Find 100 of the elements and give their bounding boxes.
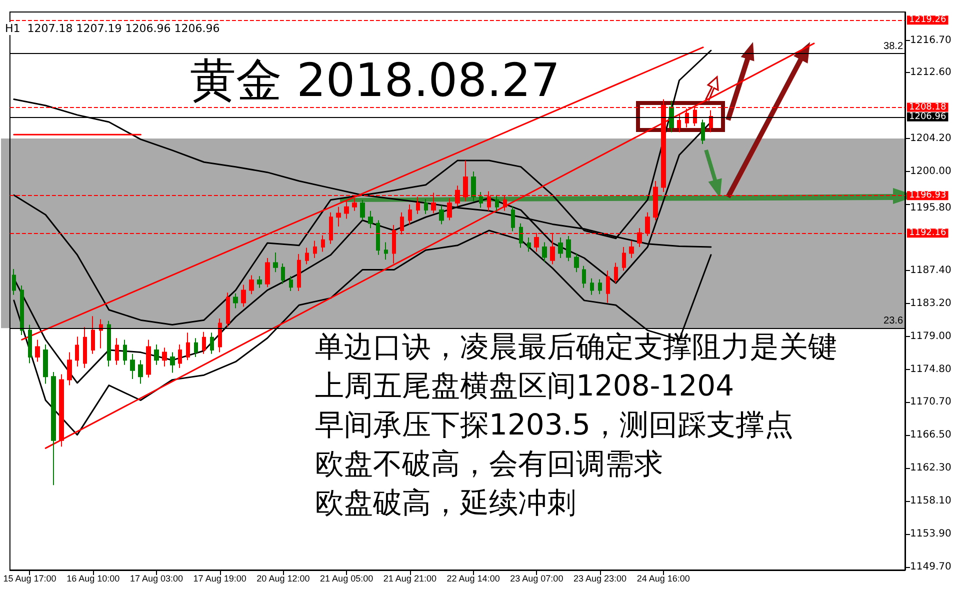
candlestick bbox=[35, 339, 40, 362]
candlestick bbox=[202, 331, 206, 354]
candlestick bbox=[265, 257, 270, 288]
candlestick bbox=[146, 339, 151, 378]
candlestick bbox=[471, 171, 476, 202]
annotation: H1 1207.18 1207.19 1206.96 1206.96 bbox=[5, 22, 220, 35]
x-tick-label: 21 Aug 05:00 bbox=[320, 574, 374, 584]
x-tick-label: 20 Aug 12:00 bbox=[256, 574, 310, 584]
ref-line-label: 1219.26 bbox=[909, 15, 946, 26]
candlestick bbox=[447, 198, 452, 221]
candlestick bbox=[376, 220, 380, 256]
y-tick-label: 1153.90 bbox=[910, 528, 952, 540]
candlestick bbox=[709, 110, 713, 133]
ref-line-label: 1206.96 bbox=[909, 112, 946, 122]
annotation: 早间承压下探1203.5，测回踩支撑点 bbox=[315, 408, 794, 442]
candlestick bbox=[368, 210, 373, 229]
candlestick bbox=[43, 344, 48, 384]
y-tick-label: 1149.70 bbox=[910, 561, 952, 572]
x-tick-label: 24 Aug 16:00 bbox=[636, 574, 690, 584]
candlestick bbox=[685, 108, 689, 128]
annotation: 欧盘破高，延续冲刺 bbox=[315, 486, 576, 520]
candlestick bbox=[352, 198, 357, 212]
x-tick-label: 22 Aug 14:00 bbox=[446, 574, 500, 584]
candlestick bbox=[622, 246, 626, 272]
candlestick bbox=[305, 247, 309, 265]
candlestick bbox=[75, 336, 79, 367]
y-tick-label: 1200.00 bbox=[910, 166, 952, 178]
candlestick bbox=[558, 237, 563, 258]
candlestick bbox=[479, 191, 483, 208]
y-tick-label: 1162.30 bbox=[910, 462, 952, 474]
x-tick-label: 23 Aug 23:00 bbox=[574, 574, 627, 584]
candlestick bbox=[67, 352, 72, 386]
candlestick bbox=[210, 332, 214, 354]
y-tick-label: 1204.20 bbox=[910, 133, 952, 144]
candlestick bbox=[241, 284, 246, 308]
candlestick bbox=[360, 199, 365, 221]
candlestick bbox=[590, 278, 594, 296]
candlestick bbox=[416, 196, 420, 214]
annotation: 单边口诀，凌晨最后确定支撑阻力是关键 bbox=[315, 330, 837, 364]
y-tick-label: 1216.70 bbox=[910, 34, 952, 46]
candlestick bbox=[115, 338, 119, 366]
candlestick bbox=[138, 360, 143, 384]
y-tick-label: 1212.60 bbox=[910, 67, 952, 78]
candlestick bbox=[424, 198, 428, 214]
candlestick bbox=[218, 318, 222, 353]
candlestick bbox=[249, 274, 254, 295]
candlestick bbox=[527, 237, 531, 252]
y-tick-label: 1166.50 bbox=[910, 429, 952, 440]
candlestick bbox=[606, 270, 610, 304]
candlestick bbox=[439, 204, 444, 225]
candlestick bbox=[28, 324, 32, 364]
ref-line-label: 1208.18 bbox=[909, 102, 946, 112]
candlestick bbox=[281, 262, 285, 284]
candlestick bbox=[99, 318, 103, 349]
candlestick bbox=[233, 292, 238, 309]
x-tick-label: 17 Aug 19:00 bbox=[193, 574, 246, 584]
x-tick-label: 21 Aug 21:00 bbox=[383, 574, 436, 584]
candlestick bbox=[257, 276, 262, 288]
candlestick bbox=[677, 114, 681, 133]
candlestick bbox=[83, 326, 87, 369]
ref-line-label: 1196.93 bbox=[909, 190, 946, 201]
candlestick bbox=[170, 352, 175, 374]
x-tick-label: 15 Aug 17:00 bbox=[3, 574, 56, 584]
candlestick bbox=[297, 254, 301, 292]
candlestick bbox=[336, 206, 341, 228]
candlestick bbox=[91, 316, 95, 354]
candlestick bbox=[273, 252, 278, 273]
ref-line-label: 1192.16 bbox=[909, 228, 946, 238]
candlestick bbox=[289, 276, 293, 292]
candlestick bbox=[574, 252, 579, 273]
candlestick bbox=[123, 339, 127, 366]
candlestick bbox=[542, 242, 547, 262]
candlestick bbox=[701, 119, 705, 145]
candlestick bbox=[12, 268, 16, 296]
x-tick-label: 17 Aug 03:00 bbox=[130, 574, 183, 584]
candlestick bbox=[669, 100, 674, 133]
candlestick bbox=[408, 204, 412, 226]
candlestick bbox=[178, 344, 182, 369]
y-tick-label: 1183.20 bbox=[910, 298, 952, 310]
annotation: 欧盘不破高，会有回调需求 bbox=[315, 446, 663, 480]
candlestick bbox=[614, 262, 618, 284]
candlestick bbox=[107, 320, 111, 367]
candlestick bbox=[344, 200, 349, 220]
candlestick bbox=[495, 194, 499, 212]
candlestick bbox=[154, 344, 159, 366]
x-tick-label: 16 Aug 10:00 bbox=[66, 574, 120, 584]
text: 黄金 2018.08.27 bbox=[190, 53, 560, 107]
candlestick bbox=[598, 278, 602, 295]
annotation: 38.2 bbox=[884, 40, 904, 52]
annotation: 上周五尾盘横盘区间1208-1204 bbox=[315, 368, 734, 402]
candlestick bbox=[20, 285, 24, 336]
candlestick bbox=[186, 332, 190, 361]
candlestick bbox=[511, 206, 515, 232]
y-tick-label: 1195.80 bbox=[910, 202, 952, 214]
y-tick-label: 1170.70 bbox=[910, 396, 952, 408]
candlestick bbox=[384, 242, 388, 260]
y-tick-label: 1179.00 bbox=[910, 331, 952, 342]
candlestick bbox=[162, 347, 167, 367]
candlestick bbox=[226, 292, 230, 328]
candlestick bbox=[519, 222, 523, 248]
